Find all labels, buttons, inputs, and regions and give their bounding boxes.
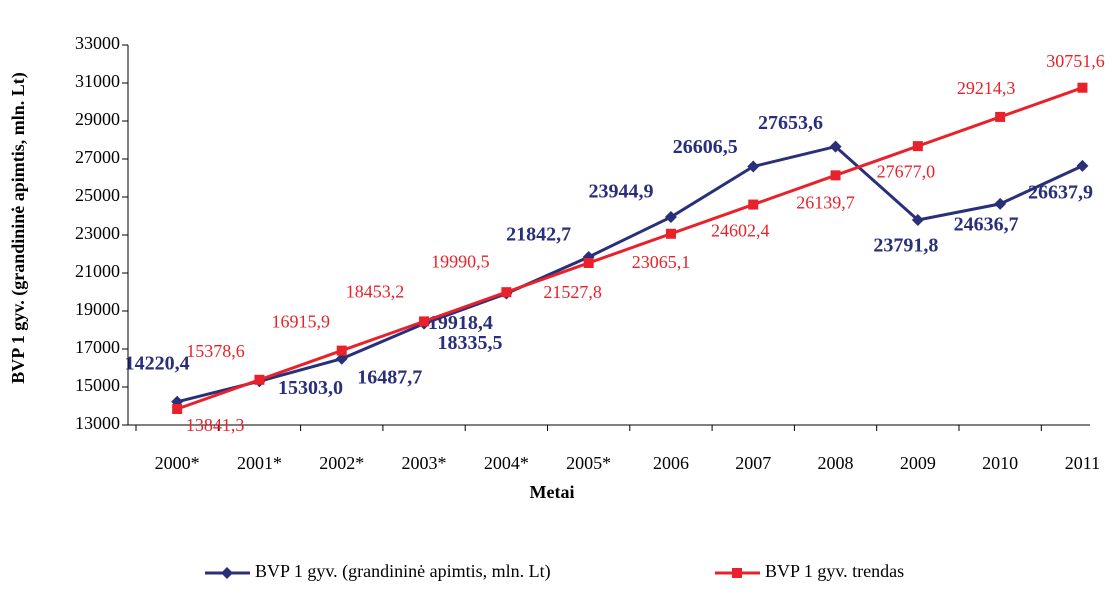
data-label: 26637,9 [1028,181,1093,203]
data-label: 30751,6 [1046,51,1105,71]
data-label: 15303,0 [278,377,343,399]
x-tick-label: 2006 [653,453,689,473]
data-label: 27677,0 [877,161,936,181]
x-tick-label: 2003* [402,453,447,473]
data-label: 21842,7 [506,224,571,246]
x-axis-label: Metai [530,482,575,502]
y-tick-label: 23000 [75,223,120,243]
point-marker [419,316,430,327]
y-tick-label: 17000 [75,337,120,357]
data-label: 29214,3 [957,78,1016,98]
y-tick-label: 29000 [75,109,120,129]
x-tick-label: 2011 [1065,453,1100,473]
point-marker [665,228,676,239]
series-line [176,144,1084,404]
y-tick-label: 21000 [75,261,120,281]
point-marker [912,141,923,152]
point-marker [336,345,347,356]
data-label: 24602,4 [711,221,770,241]
point-marker [335,352,348,365]
data-label: 18335,5 [438,332,503,354]
x-tick-label: 2007 [735,453,771,473]
data-label: 27653,6 [758,112,823,134]
y-tick-label: 25000 [75,185,120,205]
data-label: 18453,2 [346,282,405,302]
y-tick-label: 33000 [75,33,120,53]
series-line [176,86,1083,411]
point-marker [748,199,759,210]
point-marker [501,287,512,298]
data-label: 23944,9 [588,181,653,203]
x-tick-label: 2004* [484,453,529,473]
point-marker [830,170,841,181]
y-tick-label: 15000 [75,375,120,395]
y-tick-label: 27000 [75,147,120,167]
y-axis-label: BVP 1 gyv. (grandininė apimtis, mln. Lt) [8,72,29,384]
data-label: 21527,8 [543,282,602,302]
data-label: 26606,5 [673,136,738,158]
point-marker [254,374,265,385]
point-marker [911,213,924,226]
data-label: 14220,4 [125,352,190,374]
x-tick-label: 2008 [818,453,854,473]
legend-marker [221,567,233,579]
point-marker [829,140,842,153]
y-tick-label: 13000 [75,413,120,433]
data-label: 16487,7 [357,366,422,388]
point-marker [747,160,760,173]
point-marker [664,211,677,224]
data-label: 15378,6 [186,341,245,361]
y-tick-label: 19000 [75,299,120,319]
x-tick-label: 2002* [319,453,364,473]
x-tick-label: 2010 [982,453,1018,473]
data-label: 19990,5 [431,251,490,271]
y-tick-label: 31000 [75,71,120,91]
data-label: 23065,1 [632,252,691,272]
point-marker [995,111,1006,122]
data-label: 24636,7 [954,213,1019,235]
x-tick-label: 2001* [237,453,282,473]
legend-marker [732,568,742,578]
point-marker [1077,82,1088,93]
point-marker [583,257,594,268]
data-label: 23791,8 [873,235,938,257]
x-tick-label: 2000* [155,453,200,473]
point-marker [1076,159,1089,172]
data-label: 19918,4 [428,312,493,334]
legend-label: BVP 1 gyv. trendas [765,561,904,581]
point-marker [172,404,183,415]
data-label: 16915,9 [272,312,331,332]
data-label: 26139,7 [796,192,855,212]
data-label: 13841,3 [186,415,245,435]
point-marker [994,197,1007,210]
x-tick-label: 2005* [566,453,611,473]
legend-label: BVP 1 gyv. (grandininė apimtis, mln. Lt) [255,561,551,582]
x-tick-label: 2009 [900,453,936,473]
